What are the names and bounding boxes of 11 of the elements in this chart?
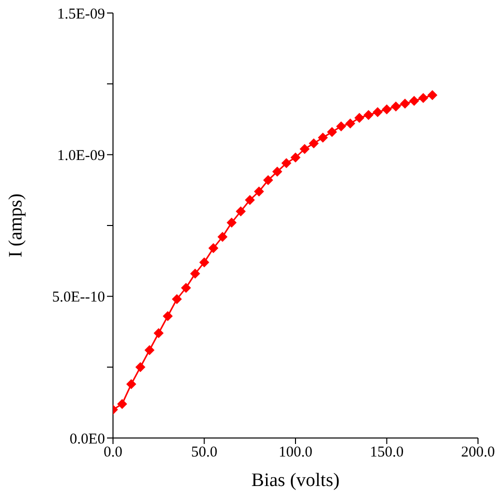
y-tick-label: 5.0E--10 — [52, 290, 105, 306]
y-tick-label: 1.0E-09 — [57, 148, 105, 164]
y-axis-title: I (amps) — [6, 194, 27, 258]
x-tick-label: 50.0 — [191, 444, 218, 461]
x-tick-label: 100.0 — [278, 444, 312, 461]
x-tick-label: 200.0 — [461, 444, 495, 461]
x-axis-title: Bias (volts) — [251, 470, 340, 491]
y-tick-label: 1.5E-09 — [57, 6, 105, 22]
x-tick-label: 0.0 — [104, 444, 122, 461]
x-tick-label: 150.0 — [370, 444, 404, 461]
y-tick-label: 0.0E0 — [70, 431, 105, 448]
